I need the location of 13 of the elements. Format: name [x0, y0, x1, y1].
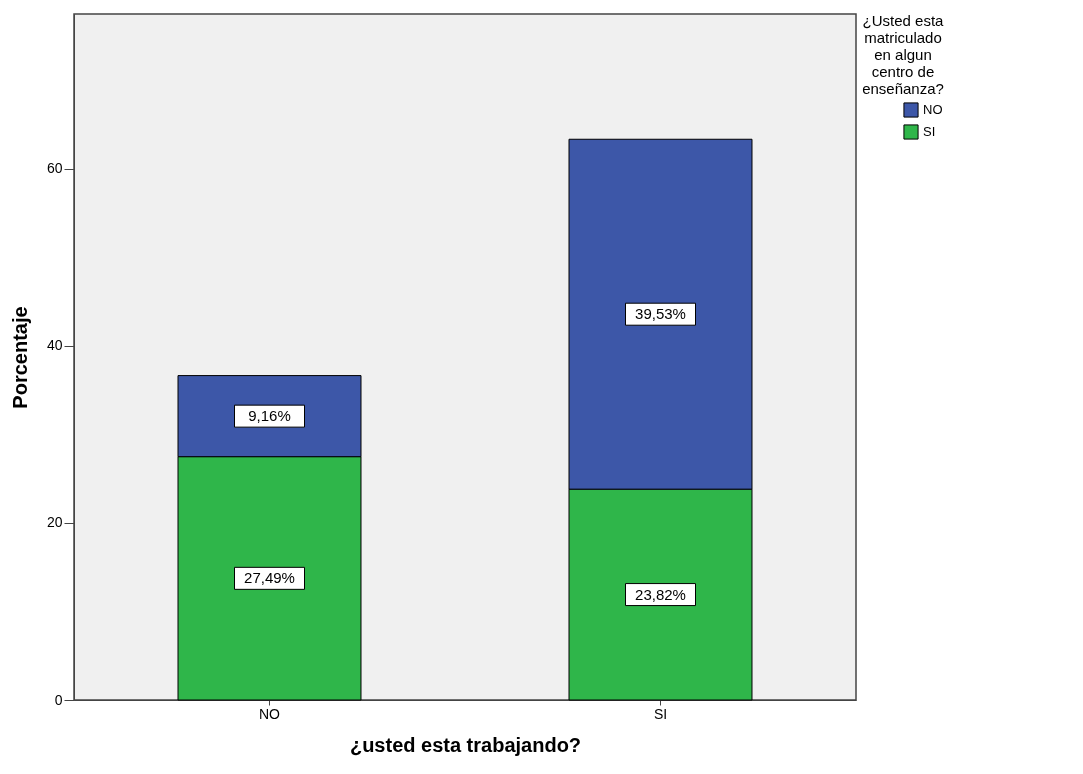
y-tick-label: 60: [46, 160, 63, 177]
x-axis-title: ¿usted esta trabajando?: [349, 733, 582, 756]
legend-label: SI: [923, 124, 936, 139]
y-tick-label: 20: [46, 514, 63, 531]
y-axis-title: Porcentaje: [8, 306, 31, 409]
data-label: 9,16%: [248, 407, 291, 425]
legend-title: ¿Usted esta matriculado en algun centro de enseñanza?: [862, 12, 945, 97]
legend-label: NO: [923, 102, 943, 117]
data-label: 23,82%: [635, 585, 686, 603]
y-tick-label: 0: [54, 691, 63, 708]
data-label: 39,53%: [635, 305, 686, 323]
data-label: 27,49%: [244, 569, 295, 587]
y-tick-label: 40: [46, 337, 63, 354]
